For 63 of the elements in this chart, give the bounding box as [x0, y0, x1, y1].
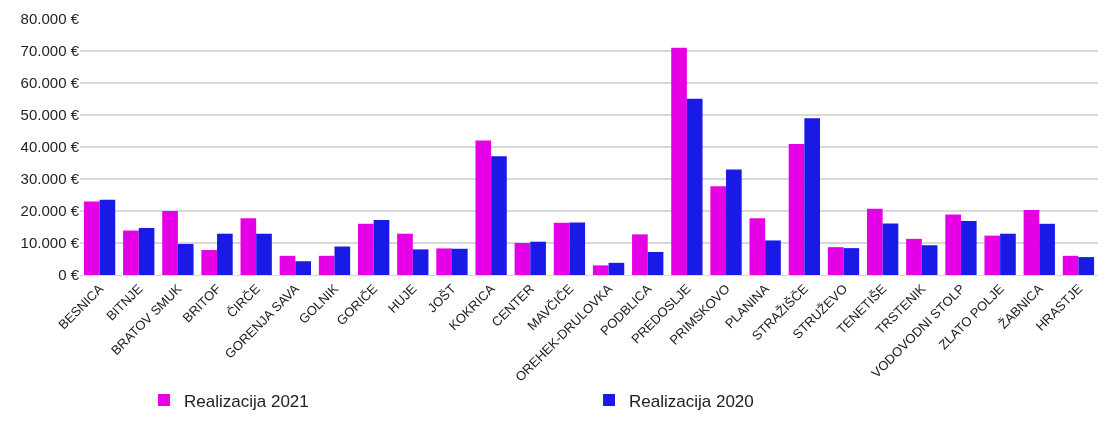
bar	[256, 233, 272, 275]
bar	[843, 248, 860, 275]
bar	[592, 265, 609, 275]
bar	[827, 247, 844, 275]
y-tick-label: 0 €	[58, 266, 80, 284]
bar	[788, 144, 805, 275]
bar	[608, 262, 625, 275]
bar	[83, 201, 100, 275]
bar	[710, 186, 727, 275]
bar	[491, 156, 507, 275]
bar	[201, 250, 218, 275]
y-tick-label: 50.000 €	[20, 106, 80, 124]
bar	[373, 219, 390, 275]
bar	[804, 118, 821, 275]
bar	[412, 249, 429, 275]
legend-label: Realizacija 2020	[629, 391, 754, 411]
bar	[984, 235, 1001, 275]
bar	[960, 220, 977, 275]
bar	[749, 218, 766, 275]
bar	[945, 214, 961, 275]
bar	[765, 240, 781, 275]
bar	[240, 218, 257, 275]
bar	[553, 222, 570, 275]
bar	[866, 208, 883, 275]
y-tick-label: 80.000 €	[20, 10, 80, 28]
bar	[436, 248, 452, 275]
y-tick-label: 60.000 €	[20, 74, 80, 92]
bar	[1078, 257, 1095, 275]
y-tick-label: 20.000 €	[20, 202, 80, 220]
bar	[530, 241, 546, 275]
bar	[138, 227, 155, 275]
bar	[1062, 255, 1079, 275]
y-tick-label: 10.000 €	[20, 234, 80, 252]
bar	[357, 223, 374, 275]
bar	[397, 233, 413, 275]
bar	[99, 199, 116, 275]
bar	[123, 230, 139, 275]
bar	[217, 233, 233, 275]
bar	[632, 234, 648, 275]
bar	[921, 245, 938, 275]
bar	[647, 251, 664, 275]
y-tick-label: 30.000 €	[20, 170, 80, 188]
bar	[279, 255, 296, 275]
bar	[1023, 210, 1040, 275]
bar	[882, 223, 899, 275]
bar	[906, 238, 922, 275]
bar	[671, 47, 687, 275]
bar	[318, 255, 335, 275]
bar	[726, 169, 742, 275]
bar	[1039, 223, 1055, 275]
bar	[686, 98, 703, 275]
legend-label: Realizacija 2021	[184, 391, 309, 411]
bar	[334, 246, 351, 275]
bar	[162, 211, 178, 275]
bar	[569, 222, 586, 275]
bar	[177, 243, 194, 275]
bar	[1000, 233, 1016, 275]
y-tick-label: 70.000 €	[20, 42, 80, 60]
y-tick-label: 40.000 €	[20, 138, 80, 156]
bar	[514, 243, 531, 275]
bar	[295, 261, 312, 275]
bar	[451, 248, 468, 275]
bar	[475, 140, 492, 275]
